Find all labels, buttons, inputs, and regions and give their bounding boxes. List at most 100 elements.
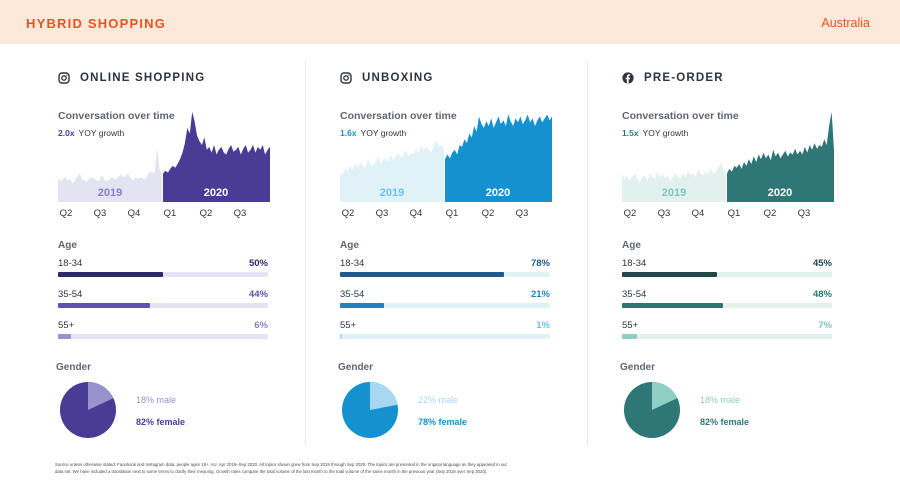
period-label-2020: 2020: [486, 187, 510, 199]
area-series-2019: [622, 162, 726, 202]
age-label: 55+: [340, 320, 357, 331]
period-label-2019: 2019: [662, 187, 686, 199]
age-row-18-34: 18-34 50%: [58, 258, 268, 280]
age-bar-fill: [622, 272, 717, 277]
age-bar-fill: [58, 303, 151, 308]
x-tick-label: Q2: [59, 208, 73, 219]
conversation-area-chart: 2019 2020: [622, 111, 834, 202]
yoy-multiplier: 1.5x: [622, 128, 639, 138]
x-tick-label: Q4: [691, 208, 705, 219]
x-tick-label: Q3: [657, 208, 671, 219]
age-bar-track: [58, 334, 268, 339]
x-tick-label: Q2: [481, 208, 495, 219]
gender-pie-chart: [60, 382, 116, 438]
age-label: 35-54: [340, 289, 365, 300]
yoy-multiplier: 1.6x: [340, 128, 357, 138]
age-bar-fill: [58, 272, 163, 277]
period-label-2019: 2019: [380, 187, 404, 199]
period-label-2019: 2019: [98, 187, 122, 199]
yoy-growth: 1.6x YOY growth: [340, 128, 406, 138]
age-percent: 78%: [530, 258, 550, 269]
age-bar-track: [622, 334, 832, 339]
age-bar-fill: [622, 334, 637, 339]
gender-female-label: 78% female: [418, 417, 468, 427]
age-row-18-34: 18-34 78%: [340, 258, 550, 280]
age-bar-fill: [340, 272, 504, 277]
instagram-icon: [340, 72, 352, 84]
x-tick-label: Q2: [199, 208, 213, 219]
gender-female-label: 82% female: [700, 417, 750, 427]
panel-title: UNBOXING: [340, 72, 434, 84]
yoy-multiplier: 2.0x: [58, 128, 75, 138]
facebook-icon: [622, 72, 634, 84]
panel-online-shopping: ONLINE SHOPPING 2019 2020 Conversation over…: [56, 60, 308, 450]
x-axis-ticks: Q2 Q3 Q4 Q1 Q2 Q3: [58, 208, 270, 220]
x-tick-label: Q1: [163, 208, 177, 219]
yoy-label: YOY growth: [360, 128, 407, 138]
age-bar-track: [622, 272, 832, 277]
panel-title-text: PRE-ORDER: [644, 72, 724, 84]
pie-slice-male: [370, 382, 398, 410]
source-footnote: Source unless otherwise stated: Facebook…: [55, 462, 855, 475]
conversation-subtitle: Conversation over time: [622, 110, 739, 122]
age-percent: 21%: [530, 289, 550, 300]
age-bar-fill: [58, 334, 71, 339]
age-percent: 44%: [248, 289, 268, 300]
age-bar-fill: [340, 303, 385, 308]
area-series-2019: [340, 140, 444, 202]
age-label: 35-54: [58, 289, 83, 300]
conversation-area-chart: 2019 2020: [340, 114, 552, 202]
panel-title: PRE-ORDER: [622, 72, 724, 84]
gender-female-label: 82% female: [136, 417, 186, 427]
x-axis-ticks: Q2 Q3 Q4 Q1 Q2 Q3: [622, 208, 834, 220]
gender-pie-chart: [342, 382, 398, 438]
footnote-line-2: data set. We have included a translation…: [55, 468, 488, 474]
gender-header: Gender: [56, 362, 92, 373]
age-bar-track: [340, 303, 550, 308]
age-header: Age: [622, 240, 641, 251]
x-tick-label: Q3: [233, 208, 247, 219]
gender-pie-chart: [624, 382, 680, 438]
age-header: Age: [58, 240, 77, 251]
x-tick-label: Q2: [341, 208, 355, 219]
x-tick-label: Q3: [515, 208, 529, 219]
age-bar-track: [58, 272, 268, 277]
area-series-2020: [163, 111, 270, 202]
age-bar-track: [58, 303, 268, 308]
yoy-label: YOY growth: [642, 128, 689, 138]
age-row-35-54: 35-54 48%: [622, 289, 832, 311]
age-bar-track: [340, 334, 550, 339]
conversation-subtitle: Conversation over time: [58, 110, 175, 122]
age-percent: 7%: [818, 320, 832, 331]
age-row-18-34: 18-34 45%: [622, 258, 832, 280]
gender-male-label: 18% male: [700, 395, 741, 405]
x-tick-label: Q3: [797, 208, 811, 219]
age-header: Age: [340, 240, 359, 251]
yoy-growth: 1.5x YOY growth: [622, 128, 688, 138]
age-bar-track: [340, 272, 550, 277]
area-series-2020: [445, 114, 552, 202]
region-label: Australia: [821, 16, 870, 30]
gender-male-label: 18% male: [136, 395, 177, 405]
age-label: 55+: [58, 320, 75, 331]
panel-title-text: ONLINE SHOPPING: [80, 72, 206, 84]
x-tick-label: Q1: [727, 208, 741, 219]
panel-title: ONLINE SHOPPING: [58, 72, 205, 84]
brand-title: HYBRID SHOPPING: [26, 16, 167, 31]
gender-male-label: 22% male: [418, 395, 459, 405]
x-tick-label: Q3: [93, 208, 107, 219]
x-tick-label: Q1: [445, 208, 459, 219]
area-series-2020: [727, 111, 834, 202]
conversation-subtitle: Conversation over time: [340, 110, 457, 122]
panel-divider: [587, 60, 588, 445]
age-bar-fill: [622, 303, 723, 308]
panel-pre-order: PRE-ORDER 2019 2020 Conversation over time 1…: [620, 60, 872, 450]
x-tick-label: Q3: [375, 208, 389, 219]
age-label: 35-54: [622, 289, 647, 300]
x-tick-label: Q2: [763, 208, 777, 219]
header-bar: HYBRID SHOPPING Australia: [0, 0, 900, 44]
x-tick-label: Q2: [623, 208, 637, 219]
x-tick-label: Q4: [127, 208, 141, 219]
gender-header: Gender: [338, 362, 374, 373]
age-percent: 45%: [812, 258, 832, 269]
